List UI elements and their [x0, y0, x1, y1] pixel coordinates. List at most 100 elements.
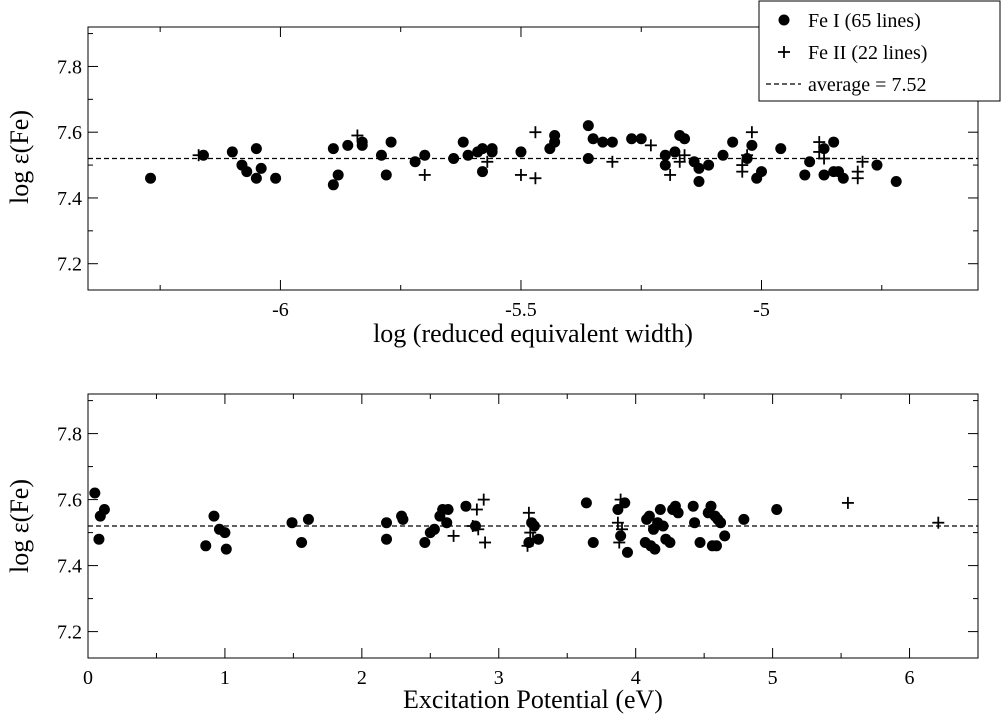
- y-tick-label: 7.6: [57, 122, 82, 144]
- fe-ii-point: [664, 168, 677, 181]
- bottom-y-axis-title: log ε(Fe): [5, 479, 34, 573]
- fe-i-point: [635, 133, 647, 145]
- fe-i-point: [208, 510, 220, 522]
- fe-i-point: [756, 166, 768, 178]
- fe-i-point: [582, 120, 594, 132]
- fe-i-point: [250, 143, 262, 155]
- fe-i-point: [672, 507, 684, 519]
- fe-i-point: [649, 543, 661, 555]
- fe-i-point: [626, 133, 638, 145]
- fe-i-point: [615, 530, 627, 542]
- fe-i-point: [775, 143, 787, 155]
- fe-ii-point: [613, 536, 626, 549]
- fe-i-point: [219, 527, 231, 539]
- fe-ii-point: [481, 155, 494, 168]
- fe-i-point: [657, 520, 669, 532]
- fe-i-point: [380, 533, 392, 545]
- fe-i-point: [241, 166, 253, 178]
- x-tick-label: 6: [905, 667, 915, 689]
- fe-ii-point: [606, 155, 619, 168]
- fe-ii-point: [521, 539, 534, 552]
- fe-ii-point: [524, 526, 537, 539]
- fe-ii-point: [514, 168, 527, 181]
- fe-i-point: [397, 513, 409, 525]
- fe-i-point: [409, 156, 421, 168]
- fe-i-point: [710, 540, 722, 552]
- x-tick-label: 2: [357, 667, 367, 689]
- fe-i-point: [746, 139, 758, 151]
- bottom-panel: Excitation Potential (eV) log ε(Fe) 7.2 7…: [5, 393, 979, 714]
- top-panel: log (reduced equivalent width) log ε(Fe)…: [5, 26, 979, 348]
- fe-i-point: [476, 166, 488, 178]
- fe-i-point: [419, 537, 431, 548]
- legend-label: average = 7.52: [808, 74, 926, 96]
- fe-i-point: [356, 136, 368, 148]
- fe-ii-point: [479, 536, 492, 549]
- y-tick-label: 7.8: [57, 424, 82, 446]
- fe-ii-point: [745, 126, 758, 139]
- fe-ii-point: [851, 172, 864, 185]
- fe-ii-point: [470, 503, 483, 516]
- fe-i-point: [587, 133, 599, 145]
- fe-i-point: [302, 513, 314, 525]
- fe-i-point: [462, 149, 474, 161]
- fe-i-point: [342, 139, 354, 151]
- fe-ii-point: [611, 516, 624, 529]
- fe-ii-point: [736, 165, 749, 178]
- fe-i-point: [719, 530, 731, 542]
- fe-i-point: [457, 136, 469, 148]
- fe-i-point: [580, 497, 592, 509]
- legend-circle-marker: [778, 14, 790, 26]
- fe-ii-point: [529, 126, 542, 139]
- fe-ii-point: [522, 506, 535, 519]
- legend-label: Fe II (22 lines): [808, 42, 927, 64]
- fe-i-point: [727, 136, 739, 148]
- top-y-axis-title: log ε(Fe): [5, 110, 34, 204]
- fe-i-point: [828, 136, 840, 148]
- fe-i-point: [145, 172, 157, 184]
- legend: Fe I (65 lines) Fe II (22 lines) average =…: [758, 0, 1001, 102]
- fe-i-point: [693, 176, 705, 188]
- fe-i-point: [332, 169, 344, 181]
- fe-i-point: [89, 487, 101, 499]
- fe-i-point: [250, 172, 262, 184]
- fe-i-point: [515, 146, 527, 158]
- fe-i-point: [703, 159, 715, 171]
- fe-i-point: [715, 517, 727, 529]
- legend-label: Fe I (65 lines): [808, 10, 921, 32]
- fe-i-point: [664, 537, 676, 548]
- fe-ii-point: [614, 493, 627, 506]
- fe-i-point: [804, 156, 816, 168]
- fe-i-point: [98, 504, 110, 515]
- fe-i-point: [679, 133, 691, 145]
- fe-i-point: [448, 153, 460, 164]
- fe-ii-point: [673, 155, 686, 168]
- bottom-x-axis-title: Excitation Potential (eV): [403, 685, 663, 714]
- x-tick-label: -5: [753, 299, 770, 321]
- y-tick-label: 7.8: [57, 56, 82, 78]
- fe-i-point: [428, 523, 440, 535]
- fe-i-point: [220, 543, 232, 555]
- fe-i-point: [226, 146, 238, 158]
- fe-i-point: [385, 136, 397, 148]
- fe-i-point: [255, 162, 267, 174]
- fe-i-point: [643, 510, 655, 522]
- x-tick-label: 5: [768, 667, 778, 689]
- fe-ii-point: [644, 139, 657, 152]
- fe-i-point: [441, 517, 453, 529]
- y-tick-label: 7.4: [57, 556, 82, 578]
- fe-i-point: [419, 149, 431, 161]
- fe-i-point: [582, 153, 594, 164]
- y-tick-label: 7.6: [57, 490, 82, 512]
- fe-i-point: [694, 537, 706, 548]
- fe-i-point: [659, 149, 671, 161]
- fe-i-point: [286, 517, 298, 529]
- fe-i-point: [380, 517, 392, 529]
- fe-ii-point: [678, 149, 691, 162]
- fe-i-point: [621, 546, 633, 558]
- fe-i-point: [818, 169, 830, 181]
- fe-i-point: [890, 176, 902, 188]
- fe-i-point: [442, 504, 454, 515]
- fe-ii-point: [841, 496, 854, 509]
